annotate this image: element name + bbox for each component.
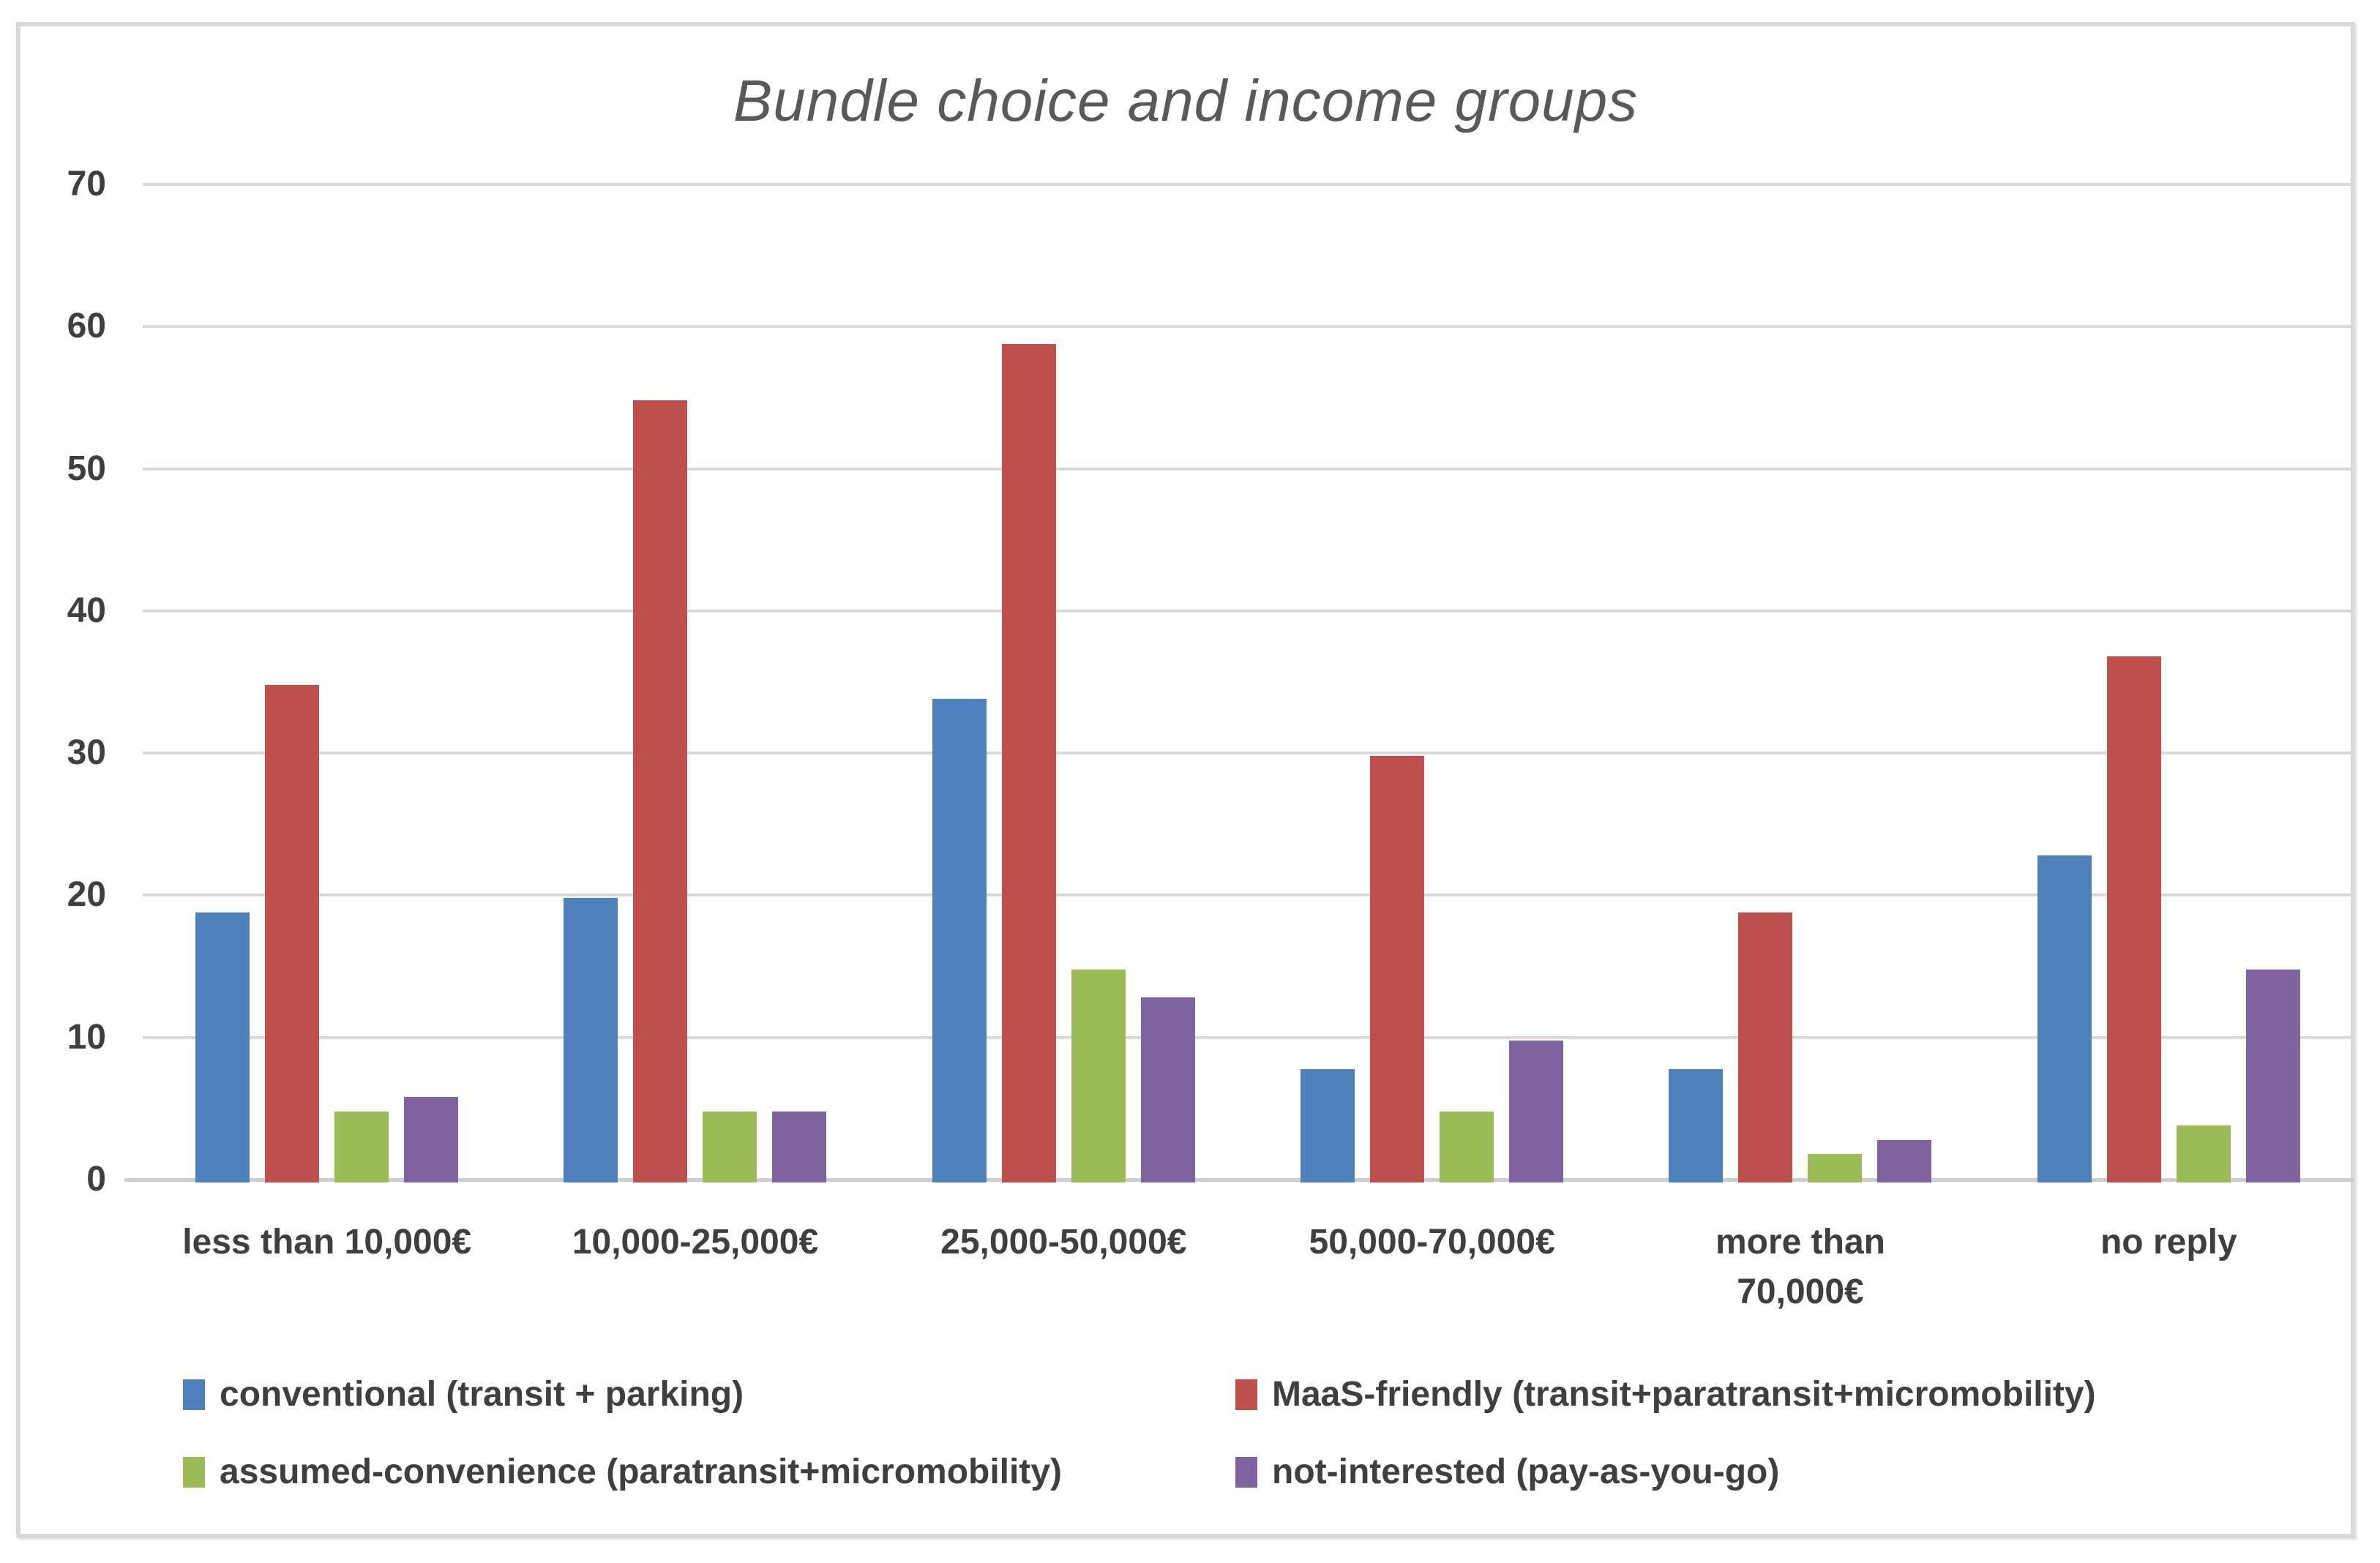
y-axis-tick-label: 0 (86, 1160, 106, 1199)
x-axis-line (124, 1178, 2354, 1182)
bar (564, 898, 618, 1182)
bar (1071, 970, 1126, 1182)
gridline-60 (143, 325, 2353, 329)
x-axis-category-label: 25,000-50,000€ (940, 1223, 1187, 1262)
bar (1738, 912, 1793, 1182)
chart-title: Bundle choice and income groups (733, 68, 1639, 133)
bar (2037, 855, 2092, 1182)
gridline-10 (143, 1035, 2353, 1039)
bar (1877, 1140, 1932, 1182)
bar (1001, 344, 1056, 1182)
bar (1669, 1069, 1724, 1182)
bar (772, 1112, 827, 1182)
legend-item: not-interested (pay-as-you-go) (1235, 1452, 1779, 1492)
y-axis-tick-label: 20 (67, 875, 106, 915)
gridline-20 (143, 893, 2353, 897)
bar (2106, 656, 2161, 1182)
bar (2176, 1125, 2231, 1182)
bar (703, 1112, 757, 1182)
gridline-50 (143, 467, 2353, 471)
legend-swatch-icon (183, 1456, 205, 1488)
bar-group-4 (1248, 184, 1616, 1182)
bar-group-2 (511, 184, 879, 1182)
bar (404, 1097, 459, 1182)
legend-item: conventional (transit + parking) (183, 1374, 744, 1414)
bar (1301, 1069, 1355, 1182)
x-axis-category-label: 10,000-25,000€ (572, 1223, 819, 1262)
bar-group-1 (143, 184, 511, 1182)
legend-swatch-icon (1235, 1456, 1257, 1488)
x-axis-category-label: less than 10,000€ (182, 1223, 472, 1262)
gridline-40 (143, 609, 2353, 612)
bar (1509, 1041, 1564, 1182)
legend-swatch-icon (183, 1379, 205, 1410)
y-axis-tick-label: 50 (67, 449, 106, 488)
y-axis-tick-label: 30 (67, 733, 106, 773)
legend-item: assumed-convenience (paratransit+micromo… (183, 1452, 1062, 1492)
bar (1440, 1112, 1494, 1182)
bar (265, 685, 320, 1182)
legend-label: MaaS-friendly (transit+paratransit+micro… (1272, 1375, 2096, 1414)
chart-border-frame (16, 22, 2355, 1538)
y-axis-tick-label: 40 (67, 591, 106, 630)
legend-item: MaaS-friendly (transit+paratransit+micro… (1235, 1374, 2096, 1414)
legend-label: conventional (transit + parking) (220, 1375, 744, 1414)
gridline-30 (143, 751, 2353, 755)
x-axis-category-label: no reply (2100, 1223, 2237, 1262)
legend-label: not-interested (pay-as-you-go) (1272, 1453, 1780, 1491)
bar (932, 699, 987, 1182)
y-axis-tick-label: 60 (67, 307, 106, 346)
bar (195, 912, 250, 1182)
legend-swatch-icon (1235, 1379, 1257, 1410)
y-axis-tick-label: 10 (67, 1017, 106, 1057)
bar (334, 1112, 389, 1182)
x-axis-category-label: more than 70,000€ (1715, 1223, 1885, 1311)
bar-group-3 (880, 184, 1248, 1182)
bar-group-5 (1616, 184, 1984, 1182)
bar (2245, 970, 2300, 1182)
x-axis-category-label: 50,000-70,000€ (1309, 1223, 1555, 1262)
legend-label: assumed-convenience (paratransit+micromo… (220, 1453, 1063, 1491)
bar (633, 400, 688, 1182)
bar (1808, 1154, 1863, 1182)
bar-group-6 (1985, 184, 2353, 1182)
y-axis-tick-label: 70 (67, 165, 106, 203)
bar (1370, 756, 1425, 1182)
gridline-70 (143, 183, 2353, 186)
bar (1140, 997, 1195, 1182)
